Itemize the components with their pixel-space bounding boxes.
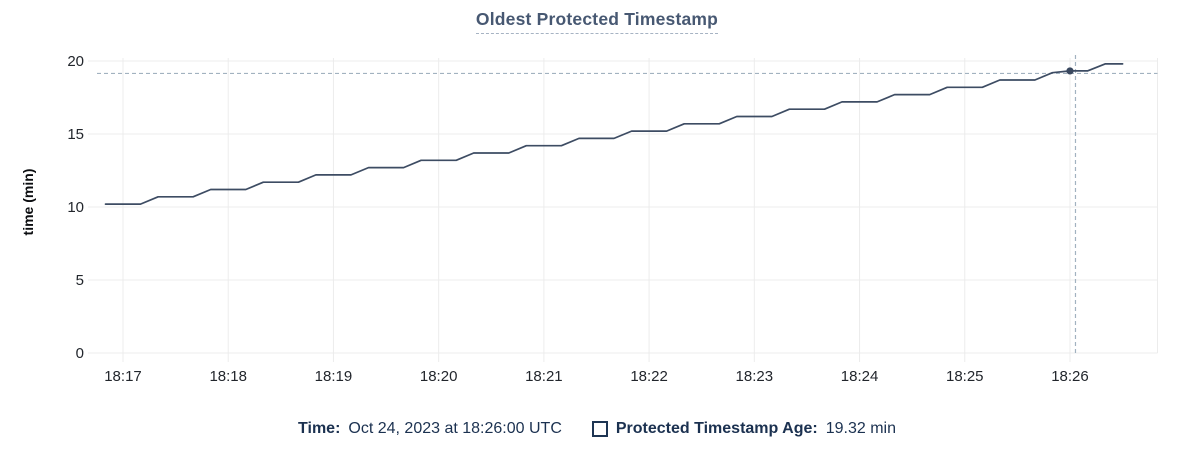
chart-legend: Time: Oct 24, 2023 at 18:26:00 UTC Prote… (0, 420, 1194, 438)
legend-time-label: Time: (298, 420, 341, 437)
legend-time-value: Oct 24, 2023 at 18:26:00 UTC (348, 420, 562, 437)
x-tick-label: 18:24 (841, 368, 879, 385)
legend-series-value: 19.32 min (825, 420, 896, 437)
series-line (104, 63, 1124, 205)
y-tick-label: 15 (67, 126, 84, 143)
x-tick-label: 18:18 (209, 368, 247, 385)
x-tick-label: 18:17 (104, 368, 142, 385)
y-tick-label: 5 (76, 272, 84, 289)
x-tick-label: 18:26 (1051, 368, 1089, 385)
y-tick-label: 0 (76, 345, 84, 362)
x-tick-label: 18:25 (946, 368, 984, 385)
x-tick-label: 18:20 (420, 368, 458, 385)
legend-series-label: Protected Timestamp Age: (615, 420, 818, 437)
legend-series-item: Protected Timestamp Age: 19.32 min (591, 420, 896, 438)
legend-time-item: Time: Oct 24, 2023 at 18:26:00 UTC (298, 420, 562, 438)
series-toggle-checkbox[interactable] (591, 421, 608, 437)
hover-point-dot (1066, 67, 1074, 75)
y-tick-label: 10 (67, 199, 84, 216)
x-tick-label: 18:22 (630, 368, 668, 385)
x-tick-label: 18:19 (315, 368, 353, 385)
x-tick-label: 18:23 (736, 368, 774, 385)
y-tick-label: 20 (67, 53, 84, 70)
chart-title-row: Oldest Protected Timestamp (0, 9, 1194, 34)
chart-title[interactable]: Oldest Protected Timestamp (475, 9, 719, 34)
x-tick-label: 18:21 (525, 368, 563, 385)
